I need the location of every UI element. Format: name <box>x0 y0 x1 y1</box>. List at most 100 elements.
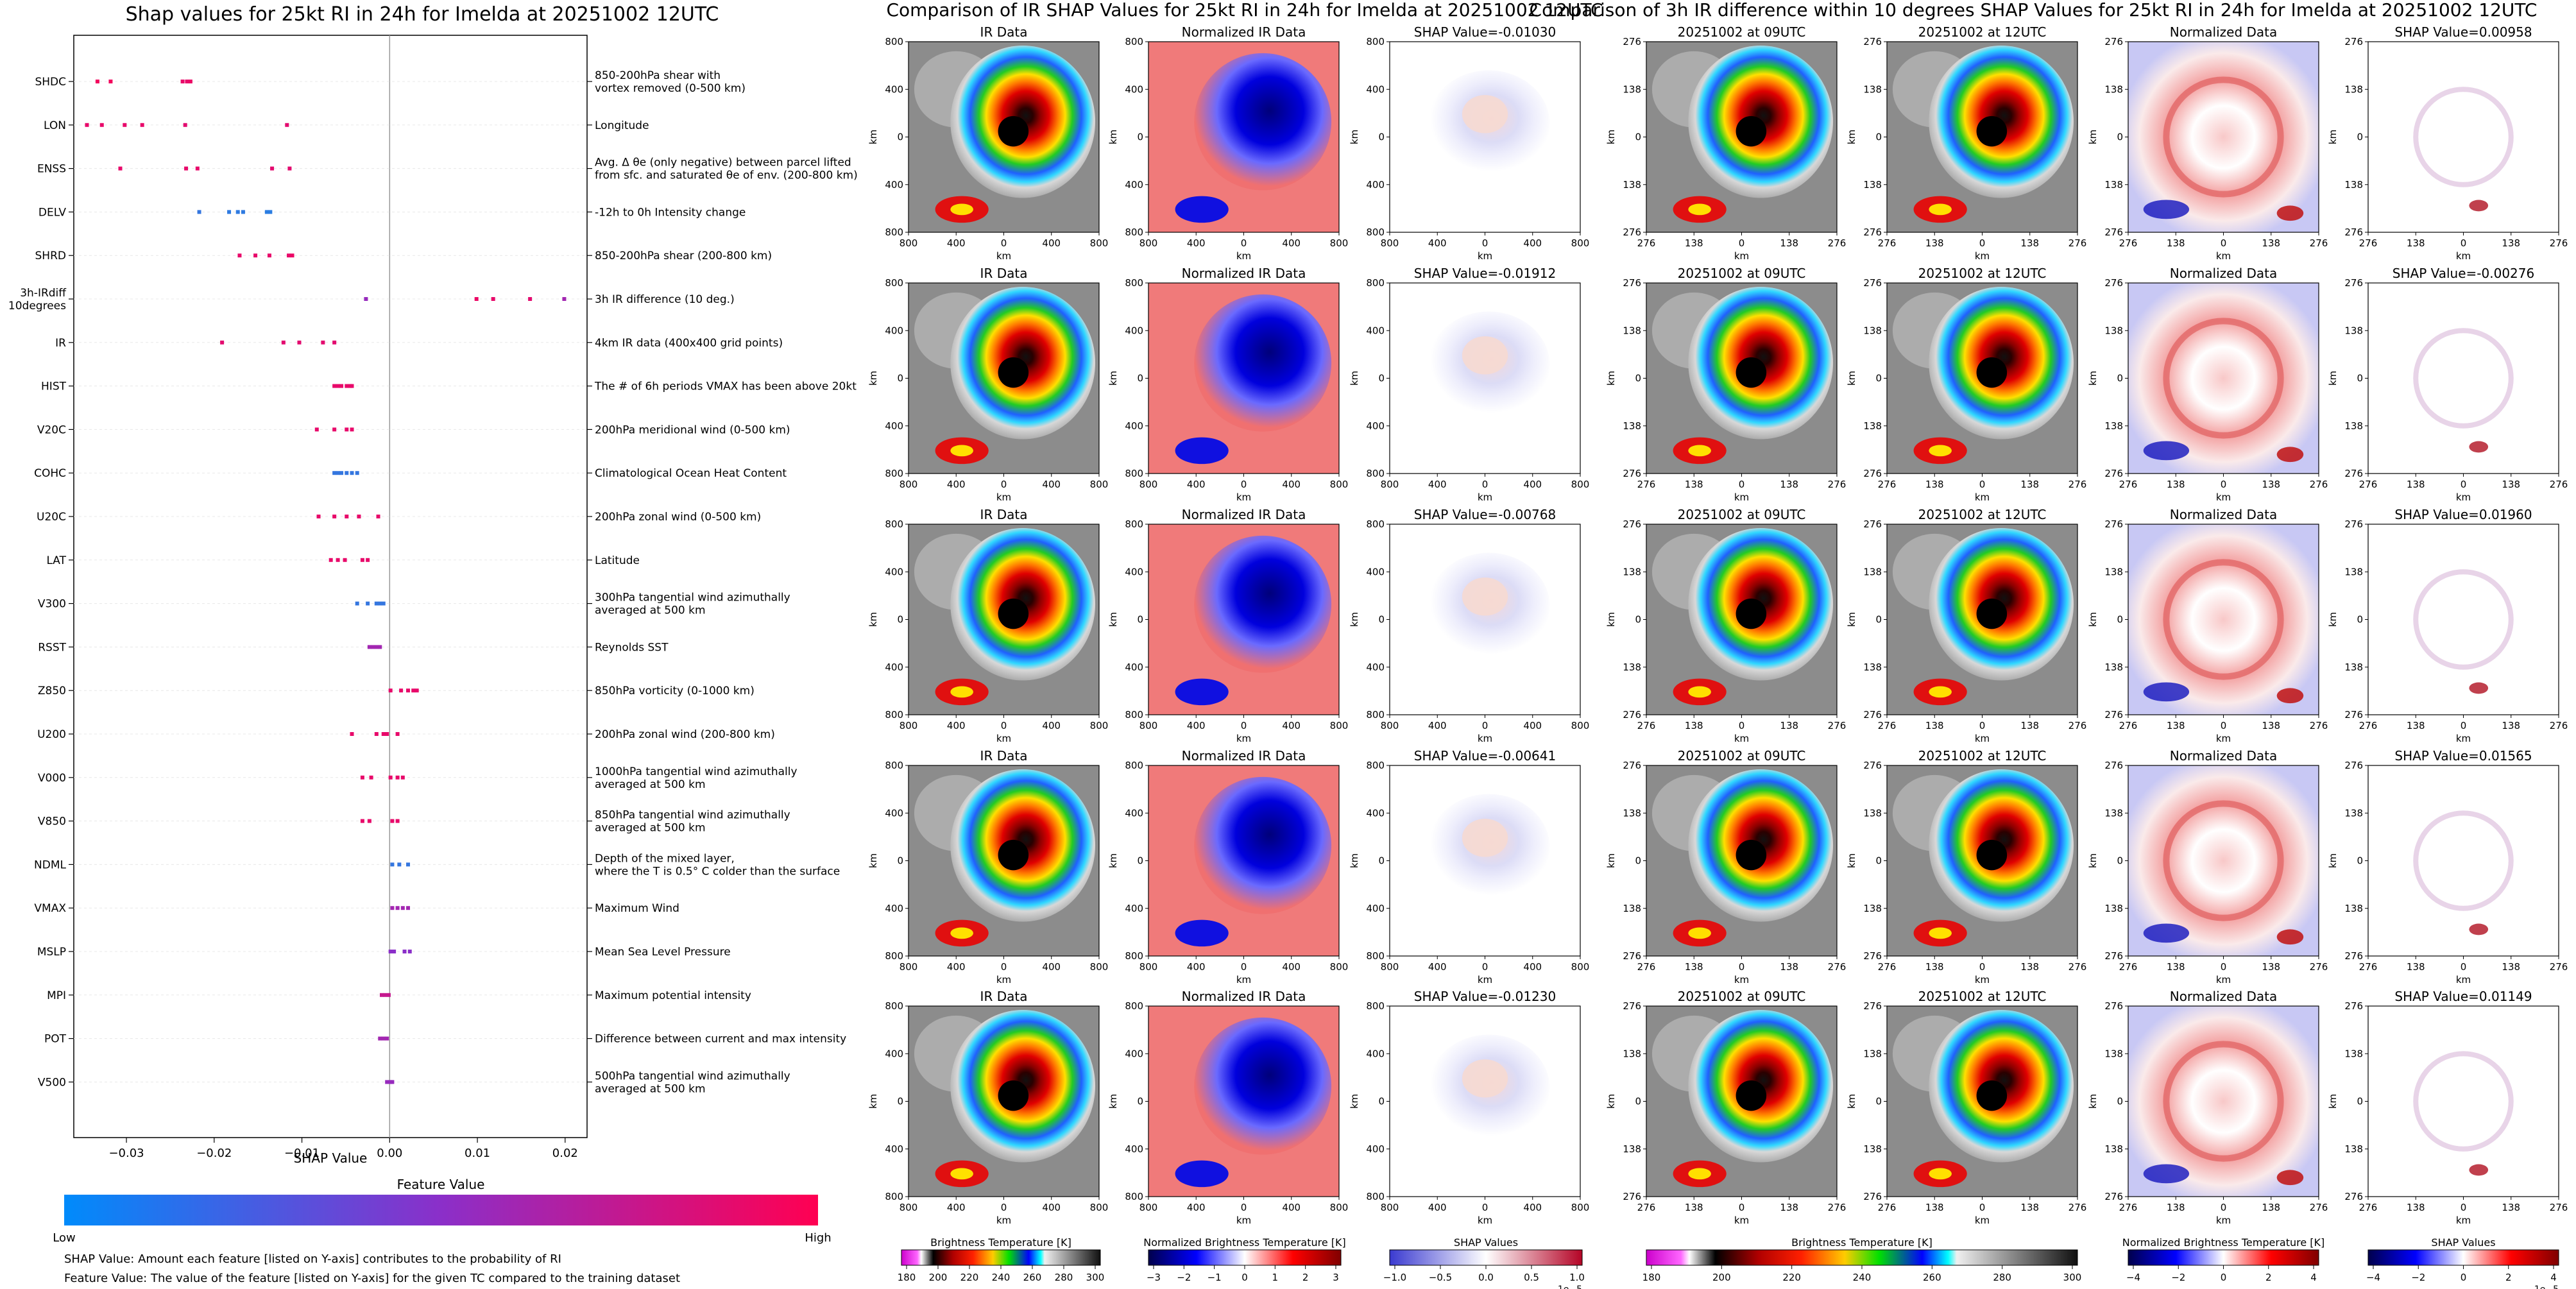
storm-eye <box>1736 1080 1767 1111</box>
ir-panel: SHAP Value=-0.01030800800400400004004008… <box>1349 24 1589 262</box>
shap-point <box>270 166 275 171</box>
y-tick-label: 138 <box>1863 83 1882 95</box>
y-tick-label: 0 <box>897 132 903 143</box>
y-tick-label: 138 <box>2344 325 2363 336</box>
colorbar-tick-label: −4 <box>2366 1272 2380 1283</box>
y-tick-label: 800 <box>1125 1000 1143 1012</box>
y-tick-label: 800 <box>885 36 903 47</box>
y-tick-label: 400 <box>1366 325 1385 336</box>
x-tick-label: 800 <box>1090 720 1109 731</box>
y-tick-label: 138 <box>2344 1143 2363 1155</box>
y-tick-label: 138 <box>1863 1143 1882 1155</box>
x-tick-label: 800 <box>900 479 918 490</box>
x-tick-label: 0 <box>1482 1202 1488 1213</box>
x-tick-label: 276 <box>1878 720 1897 731</box>
x-tick-label: 276 <box>2359 479 2378 490</box>
x-tick-label: 400 <box>1523 479 1542 490</box>
diff-panel: Normalized Data2762761381380013813827627… <box>2087 266 2328 503</box>
x-tick-label: 0 <box>1739 237 1745 249</box>
x-axis-label: km <box>1975 733 1990 744</box>
shap-hotspot <box>2469 682 2489 694</box>
y-axis-label: km <box>867 130 879 144</box>
panel-title: 20251002 at 09UTC <box>1678 989 1806 1004</box>
y-tick-label: 800 <box>1125 226 1143 238</box>
x-tick-label: 276 <box>2359 1202 2378 1213</box>
diff-ring <box>2163 1041 2284 1162</box>
y-axis-label: km <box>1349 371 1360 386</box>
colorbar-tick-label: −2 <box>2171 1272 2185 1283</box>
y-axis-label: km <box>2087 371 2099 386</box>
panel-title: Normalized Data <box>2170 24 2278 40</box>
panel-title: Normalized Data <box>2170 748 2278 764</box>
feature-label: V000 <box>38 772 66 785</box>
ir-diff-shap-comparison: Comparison of 3h IR difference within 10… <box>1530 0 2568 1289</box>
colorbar-tick-label: −1.0 <box>1383 1272 1406 1283</box>
panel-title: 20251002 at 09UTC <box>1678 748 1806 764</box>
x-tick-label: 400 <box>1523 720 1542 731</box>
shap-point <box>380 993 384 997</box>
x-tick-label: 276 <box>1828 720 1847 731</box>
feature-label: NDML <box>34 858 66 871</box>
y-tick-label: 0 <box>1137 614 1143 626</box>
panel-title: SHAP Value=-0.01230 <box>1414 989 1556 1004</box>
y-tick-label: 400 <box>1366 662 1385 673</box>
shap-point <box>85 123 89 127</box>
panel-title: 20251002 at 12UTC <box>1918 748 2047 764</box>
shap-point <box>392 950 397 953</box>
y-axis-label: km <box>2327 130 2339 144</box>
feature-description: 200hPa zonal wind (0-500 km) <box>595 511 761 524</box>
x-tick-label: 800 <box>1571 1202 1590 1213</box>
shap-point <box>287 253 291 258</box>
colorbar-tick-label: 280 <box>1055 1272 1073 1283</box>
x-tick-label: 800 <box>1330 961 1349 973</box>
x-tick-label: 400 <box>1282 1202 1301 1213</box>
x-tick-label: 0 <box>2221 720 2227 731</box>
shap-point <box>339 384 344 388</box>
ir-panel: Normalized IR Data8008004004000040040080… <box>1107 507 1348 744</box>
y-tick-label: 138 <box>1623 1048 1641 1059</box>
x-tick-label: 400 <box>947 479 966 490</box>
colorbar-tick-label: −4 <box>2126 1272 2140 1283</box>
y-tick-label: 276 <box>2344 226 2363 238</box>
x-tick-label: 0 <box>1482 961 1488 973</box>
x-tick-label: 138 <box>2020 237 2039 249</box>
x-tick-label: 400 <box>1042 1202 1061 1213</box>
x-tick-label: 400 <box>1523 237 1542 249</box>
y-tick-label: 0 <box>1635 1096 1641 1107</box>
colorbar-tick-label: 1 <box>1272 1272 1279 1283</box>
diff-panel: SHAP Value=0.019602762761381380013813827… <box>2327 507 2568 744</box>
y-tick-label: 0 <box>897 373 903 384</box>
x-tick-label: 138 <box>1925 479 1944 490</box>
y-tick-label: 0 <box>897 1096 903 1107</box>
x-tick-label: 800 <box>1330 479 1349 490</box>
y-tick-label: 400 <box>885 1143 903 1155</box>
convection-band <box>1929 1168 1952 1180</box>
x-tick-label: 0 <box>2221 961 2227 973</box>
y-tick-label: 0 <box>2357 614 2363 626</box>
feature-label: 10degrees <box>8 300 66 312</box>
y-tick-label: 138 <box>1863 420 1882 432</box>
y-tick-label: 0 <box>2117 855 2123 867</box>
y-tick-label: 0 <box>1137 132 1143 143</box>
panel-title: SHAP Value=-0.00641 <box>1414 748 1556 764</box>
x-tick-label: 138 <box>1925 1202 1944 1213</box>
x-tick-label: 276 <box>2310 720 2328 731</box>
x-tick-label: 800 <box>1381 720 1399 731</box>
feature-description: averaged at 500 km <box>595 778 706 791</box>
colorbar-tick-label: −2 <box>1177 1272 1191 1283</box>
x-tick-label: 0 <box>1979 479 1986 490</box>
ir-panel: SHAP Value=-0.01912800800400400004004008… <box>1349 266 1589 503</box>
diff-panel: 20251002 at 12UTC27627613813800138138276… <box>1846 24 2086 262</box>
x-tick-label: 138 <box>2262 961 2280 973</box>
y-tick-label: 400 <box>885 420 903 432</box>
y-tick-label: 400 <box>1366 807 1385 819</box>
x-tick-label: 800 <box>1381 1202 1399 1213</box>
colorbar-tick-label: 0.5 <box>1524 1272 1539 1283</box>
diff-panel: 20251002 at 12UTC27627613813800138138276… <box>1846 507 2086 744</box>
y-axis-label: km <box>2087 1094 2099 1109</box>
x-tick-label: 800 <box>1571 479 1590 490</box>
y-tick-label: 138 <box>2344 1048 2363 1059</box>
y-tick-label: 276 <box>1863 468 1882 479</box>
